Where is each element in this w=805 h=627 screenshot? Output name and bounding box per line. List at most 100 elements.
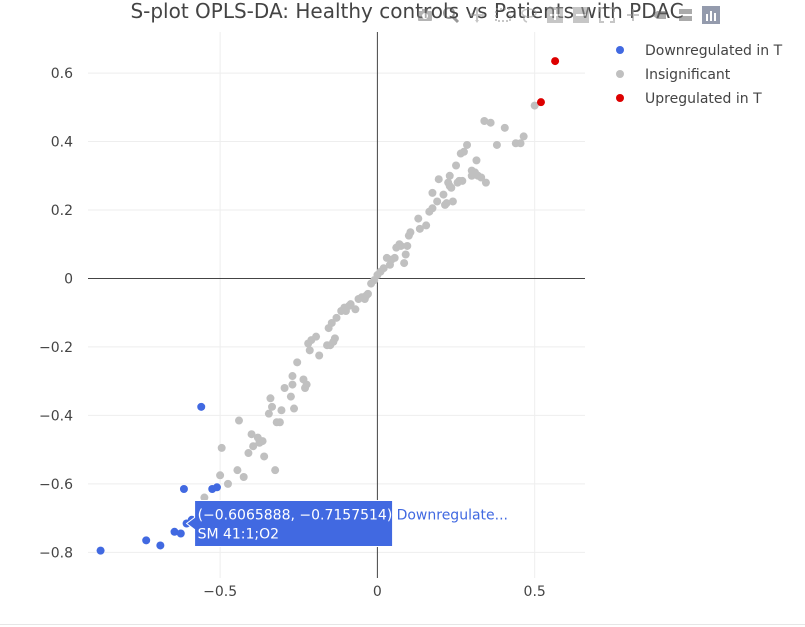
data-point[interactable] [260, 452, 269, 461]
data-point[interactable] [200, 493, 209, 502]
data-point[interactable] [415, 224, 424, 233]
box-select-icon[interactable] [492, 4, 514, 26]
plotly-logo-icon[interactable] [700, 4, 722, 26]
autoscale-icon[interactable] [596, 4, 618, 26]
legend[interactable]: Downregulated in T Insignificant Upregulat… [616, 43, 783, 107]
data-point[interactable] [332, 313, 341, 322]
data-point[interactable] [179, 484, 188, 493]
chart-title: S-plot OPLS-DA: Healthy controls vs Pati… [130, 0, 683, 23]
data-point[interactable] [447, 183, 456, 192]
data-point[interactable] [433, 197, 442, 206]
data-point[interactable] [422, 221, 431, 230]
data-point[interactable] [516, 139, 525, 148]
data-point[interactable] [414, 214, 423, 223]
data-point[interactable] [442, 199, 451, 208]
data-point[interactable] [445, 171, 454, 180]
zoom-in-icon[interactable] [544, 4, 566, 26]
reset-axes-icon[interactable] [622, 4, 644, 26]
data-point[interactable] [458, 176, 467, 185]
data-point[interactable] [530, 101, 539, 110]
data-point[interactable] [247, 430, 256, 439]
data-point[interactable] [176, 529, 185, 538]
data-point[interactable] [234, 416, 243, 425]
data-point[interactable] [266, 394, 275, 403]
data-point[interactable] [536, 98, 545, 107]
data-point[interactable] [258, 437, 267, 446]
legend-item[interactable]: Downregulated in T [616, 43, 783, 59]
data-point[interactable] [239, 473, 248, 482]
data-point[interactable] [170, 527, 179, 536]
data-point[interactable] [477, 173, 486, 182]
data-point[interactable] [315, 351, 324, 360]
data-point[interactable] [439, 190, 448, 199]
data-point[interactable] [428, 204, 437, 213]
data-point[interactable] [302, 380, 311, 389]
data-point[interactable] [249, 442, 258, 451]
data-point[interactable] [277, 406, 286, 415]
data-point[interactable] [142, 536, 151, 545]
data-point[interactable] [244, 449, 253, 458]
data-point[interactable] [486, 118, 495, 127]
modebar[interactable] [414, 4, 722, 30]
legend-item[interactable]: Upregulated in T [616, 91, 762, 107]
data-point[interactable] [217, 443, 226, 452]
data-point[interactable] [268, 402, 277, 411]
data-point[interactable] [233, 466, 242, 475]
data-point[interactable] [403, 241, 412, 250]
camera-icon[interactable] [414, 4, 436, 26]
data-point[interactable] [351, 305, 360, 314]
data-point[interactable] [288, 372, 297, 381]
data-point[interactable] [480, 117, 489, 126]
data-point[interactable] [312, 332, 321, 341]
data-point[interactable] [286, 392, 295, 401]
data-point[interactable] [216, 471, 225, 480]
data-point[interactable] [271, 466, 280, 475]
data-point[interactable] [275, 418, 284, 427]
data-point[interactable] [197, 402, 206, 411]
data-point[interactable] [463, 140, 472, 149]
data-point[interactable] [492, 140, 501, 149]
data-point[interactable] [346, 300, 355, 309]
data-point[interactable] [396, 241, 405, 250]
y-tick-label: −0.4 [39, 408, 73, 424]
pan-icon[interactable] [466, 4, 488, 26]
data-point[interactable] [551, 57, 560, 66]
data-point[interactable] [500, 123, 509, 132]
data-point[interactable] [363, 289, 372, 298]
data-point[interactable] [212, 483, 221, 492]
data-point[interactable] [434, 175, 443, 184]
data-point[interactable] [305, 346, 314, 355]
data-point[interactable] [519, 132, 528, 141]
data-point[interactable] [401, 250, 410, 259]
legend-marker [616, 46, 624, 54]
x-tick-label: 0 [373, 584, 382, 600]
data-point[interactable] [448, 197, 457, 206]
data-point[interactable] [290, 404, 299, 413]
zoom-out-icon[interactable] [570, 4, 592, 26]
data-point[interactable] [472, 156, 481, 165]
data-point[interactable] [264, 409, 273, 418]
data-point[interactable] [428, 188, 437, 197]
data-point[interactable] [400, 259, 409, 268]
data-point[interactable] [223, 479, 232, 488]
data-point[interactable] [280, 384, 289, 393]
data-points[interactable] [96, 57, 560, 555]
data-point[interactable] [390, 253, 399, 262]
data-point[interactable] [459, 147, 468, 156]
data-point[interactable] [406, 228, 415, 237]
data-point[interactable] [379, 264, 388, 273]
data-point[interactable] [481, 178, 490, 187]
legend-item[interactable]: Insignificant [616, 67, 731, 83]
lasso-icon[interactable] [518, 4, 540, 26]
compare-hover-icon[interactable] [674, 4, 696, 26]
data-point[interactable] [288, 380, 297, 389]
data-point[interactable] [156, 541, 165, 550]
data-point[interactable] [96, 546, 105, 555]
data-point[interactable] [330, 334, 339, 343]
zoom-icon[interactable] [440, 4, 462, 26]
spike-lines-icon[interactable] [648, 4, 670, 26]
data-point[interactable] [327, 318, 336, 327]
data-point[interactable] [452, 161, 461, 170]
data-point[interactable] [293, 358, 302, 367]
